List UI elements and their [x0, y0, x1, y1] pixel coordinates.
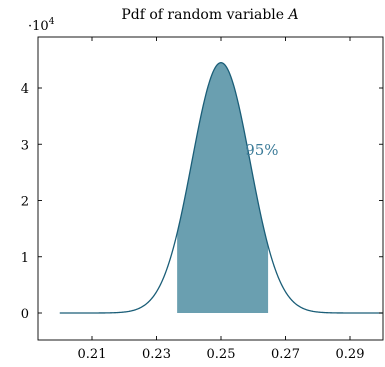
x-tick-label: 0.21 [78, 347, 107, 362]
chart-title: Pdf of random variable A [121, 7, 298, 23]
plot-frame [37, 36, 384, 341]
y-tick-label: 4 [21, 82, 29, 97]
x-tick-label: 0.25 [207, 347, 236, 362]
x-tick-label: 0.29 [336, 347, 365, 362]
y-tick-label: 2 [21, 195, 29, 210]
y-axis: 0 1 2 3 4 [21, 82, 383, 322]
y-scale-exponent: ·104 [28, 17, 55, 34]
y-tick-label: 0 [21, 307, 29, 322]
x-tick-label: 0.23 [142, 347, 171, 362]
x-axis: 0.21 0.23 0.25 0.27 0.29 [78, 37, 365, 362]
y-tick-label: 1 [21, 251, 29, 266]
density-curve [59, 62, 383, 314]
y-tick-label: 3 [21, 138, 29, 153]
x-tick-label: 0.27 [271, 347, 300, 362]
plot-area [59, 62, 383, 314]
shaded-region-label: 95% [245, 141, 278, 159]
shaded-95-region [177, 62, 269, 313]
